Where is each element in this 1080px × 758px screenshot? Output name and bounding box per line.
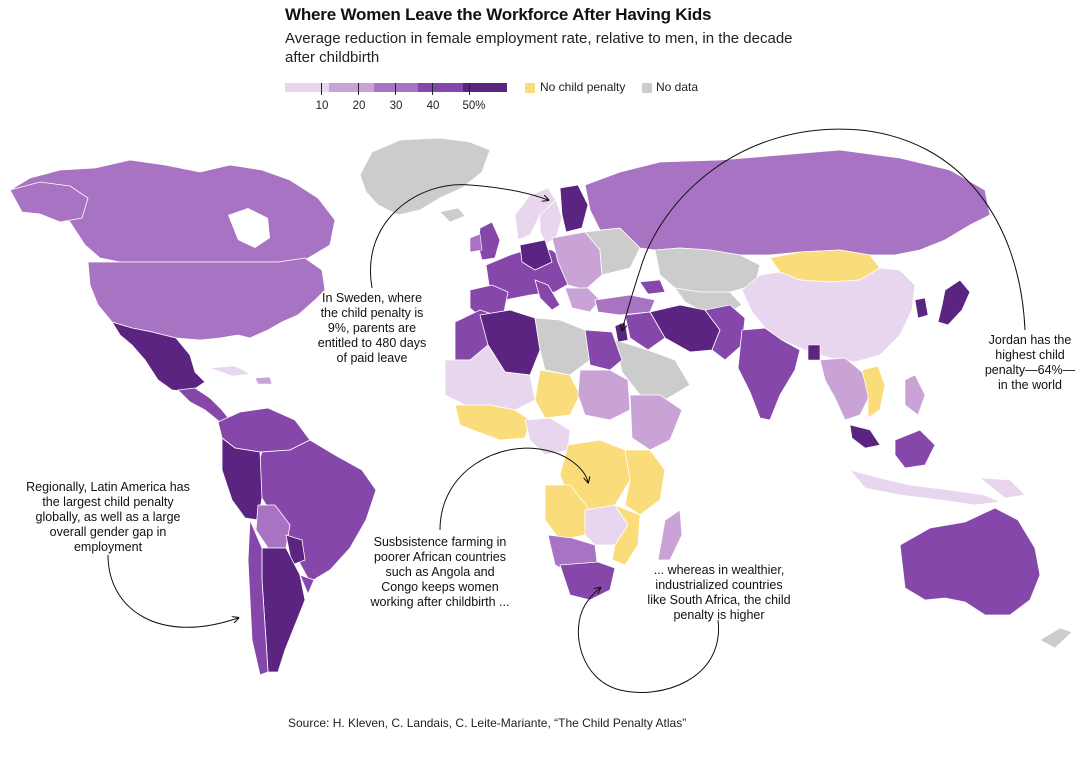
- alaska: [9, 181, 89, 223]
- legend-label-50: 50%: [462, 100, 486, 112]
- annotation-south-africa: ... whereas in wealthier, industrialized…: [647, 563, 791, 622]
- jordan-arrow: [622, 128, 1026, 330]
- papua-new-guinea: [979, 477, 1026, 499]
- southeast-asia-mainland: [819, 357, 871, 421]
- legend-tick: [469, 83, 470, 95]
- ramp-step-2: [329, 83, 374, 92]
- new-zealand: [1039, 627, 1073, 649]
- legend-label-10: 10: [315, 100, 329, 112]
- germany: [519, 239, 553, 271]
- uruguay: [299, 574, 315, 596]
- malaysia: [849, 424, 881, 449]
- no-penalty-label: No child penalty: [540, 80, 626, 94]
- color-ramp: [285, 83, 508, 92]
- ramp-step-1: [285, 83, 330, 92]
- cuba: [209, 365, 251, 377]
- sweden-arrow: [370, 184, 548, 289]
- jordan: [614, 321, 629, 343]
- ethiopia-horn: [629, 394, 683, 451]
- ireland: [469, 233, 483, 253]
- philippines: [904, 374, 926, 416]
- no-penalty-swatch: [525, 83, 535, 93]
- nigeria-cameroon: [524, 417, 571, 456]
- thailand-vietnam: [861, 365, 886, 419]
- libya: [534, 317, 591, 376]
- hispaniola: [254, 376, 273, 385]
- chart-subtitle: Average reduction in female employment r…: [285, 30, 793, 66]
- latin-america-arrow: [107, 554, 238, 628]
- legend-label-30: 30: [389, 100, 403, 112]
- mozambique: [611, 504, 641, 566]
- afghanistan-pakistan: [704, 304, 746, 361]
- ramp-step-5: [462, 83, 508, 92]
- source-note: Source: H. Kleven, C. Landais, C. Leite-…: [288, 716, 687, 730]
- iceland: [439, 207, 466, 223]
- caucasus: [639, 279, 666, 295]
- india: [737, 327, 801, 421]
- south-africa: [559, 561, 616, 601]
- west-africa-coast: [454, 404, 531, 441]
- annotation-jordan: Jordan has the highest child penalty—64%…: [984, 333, 1076, 392]
- chile: [247, 519, 269, 676]
- borneo: [894, 429, 936, 469]
- annotation-africa-farming: Susbsistence farming in poorer African c…: [370, 535, 510, 609]
- africa-farming-arrow: [439, 447, 588, 531]
- korea: [914, 297, 929, 319]
- no-data-label: No data: [656, 80, 699, 94]
- legend-label-20: 20: [352, 100, 366, 112]
- east-africa: [624, 449, 666, 516]
- central-america: [177, 387, 231, 423]
- australia: [899, 507, 1041, 616]
- mexico: [111, 321, 206, 393]
- balkans: [564, 287, 601, 313]
- legend-tick: [321, 83, 322, 95]
- hudson-bay: [228, 208, 270, 248]
- chad-sudan: [577, 369, 631, 421]
- annotation-latin-america: Regionally, Latin America has the larges…: [26, 480, 190, 554]
- ramp-step-3: [373, 83, 419, 92]
- egypt: [584, 329, 623, 371]
- legend-label-40: 40: [426, 100, 440, 112]
- saudi-arabia: [614, 339, 691, 401]
- annotation-sweden: In Sweden, where the child penalty is 9%…: [317, 291, 427, 365]
- japan: [937, 279, 971, 326]
- finland: [559, 184, 589, 233]
- bangladesh: [807, 344, 821, 361]
- legend-tick: [432, 83, 433, 95]
- legend-tick: [358, 83, 359, 95]
- greenland: [359, 137, 491, 216]
- south-africa-arrow: [578, 588, 719, 693]
- turkey: [594, 294, 656, 316]
- italy: [534, 279, 561, 311]
- chart-title: Where Women Leave the Workforce After Ha…: [285, 5, 712, 24]
- argentina: [261, 547, 306, 673]
- madagascar: [657, 509, 683, 561]
- no-data-swatch: [642, 83, 652, 93]
- legend-tick: [395, 83, 396, 95]
- uk: [477, 221, 501, 261]
- iraq-syria: [624, 311, 666, 351]
- mali-niger: [534, 369, 581, 419]
- indonesia: [848, 469, 1002, 506]
- ramp-step-4: [418, 83, 463, 92]
- russia: [584, 149, 991, 256]
